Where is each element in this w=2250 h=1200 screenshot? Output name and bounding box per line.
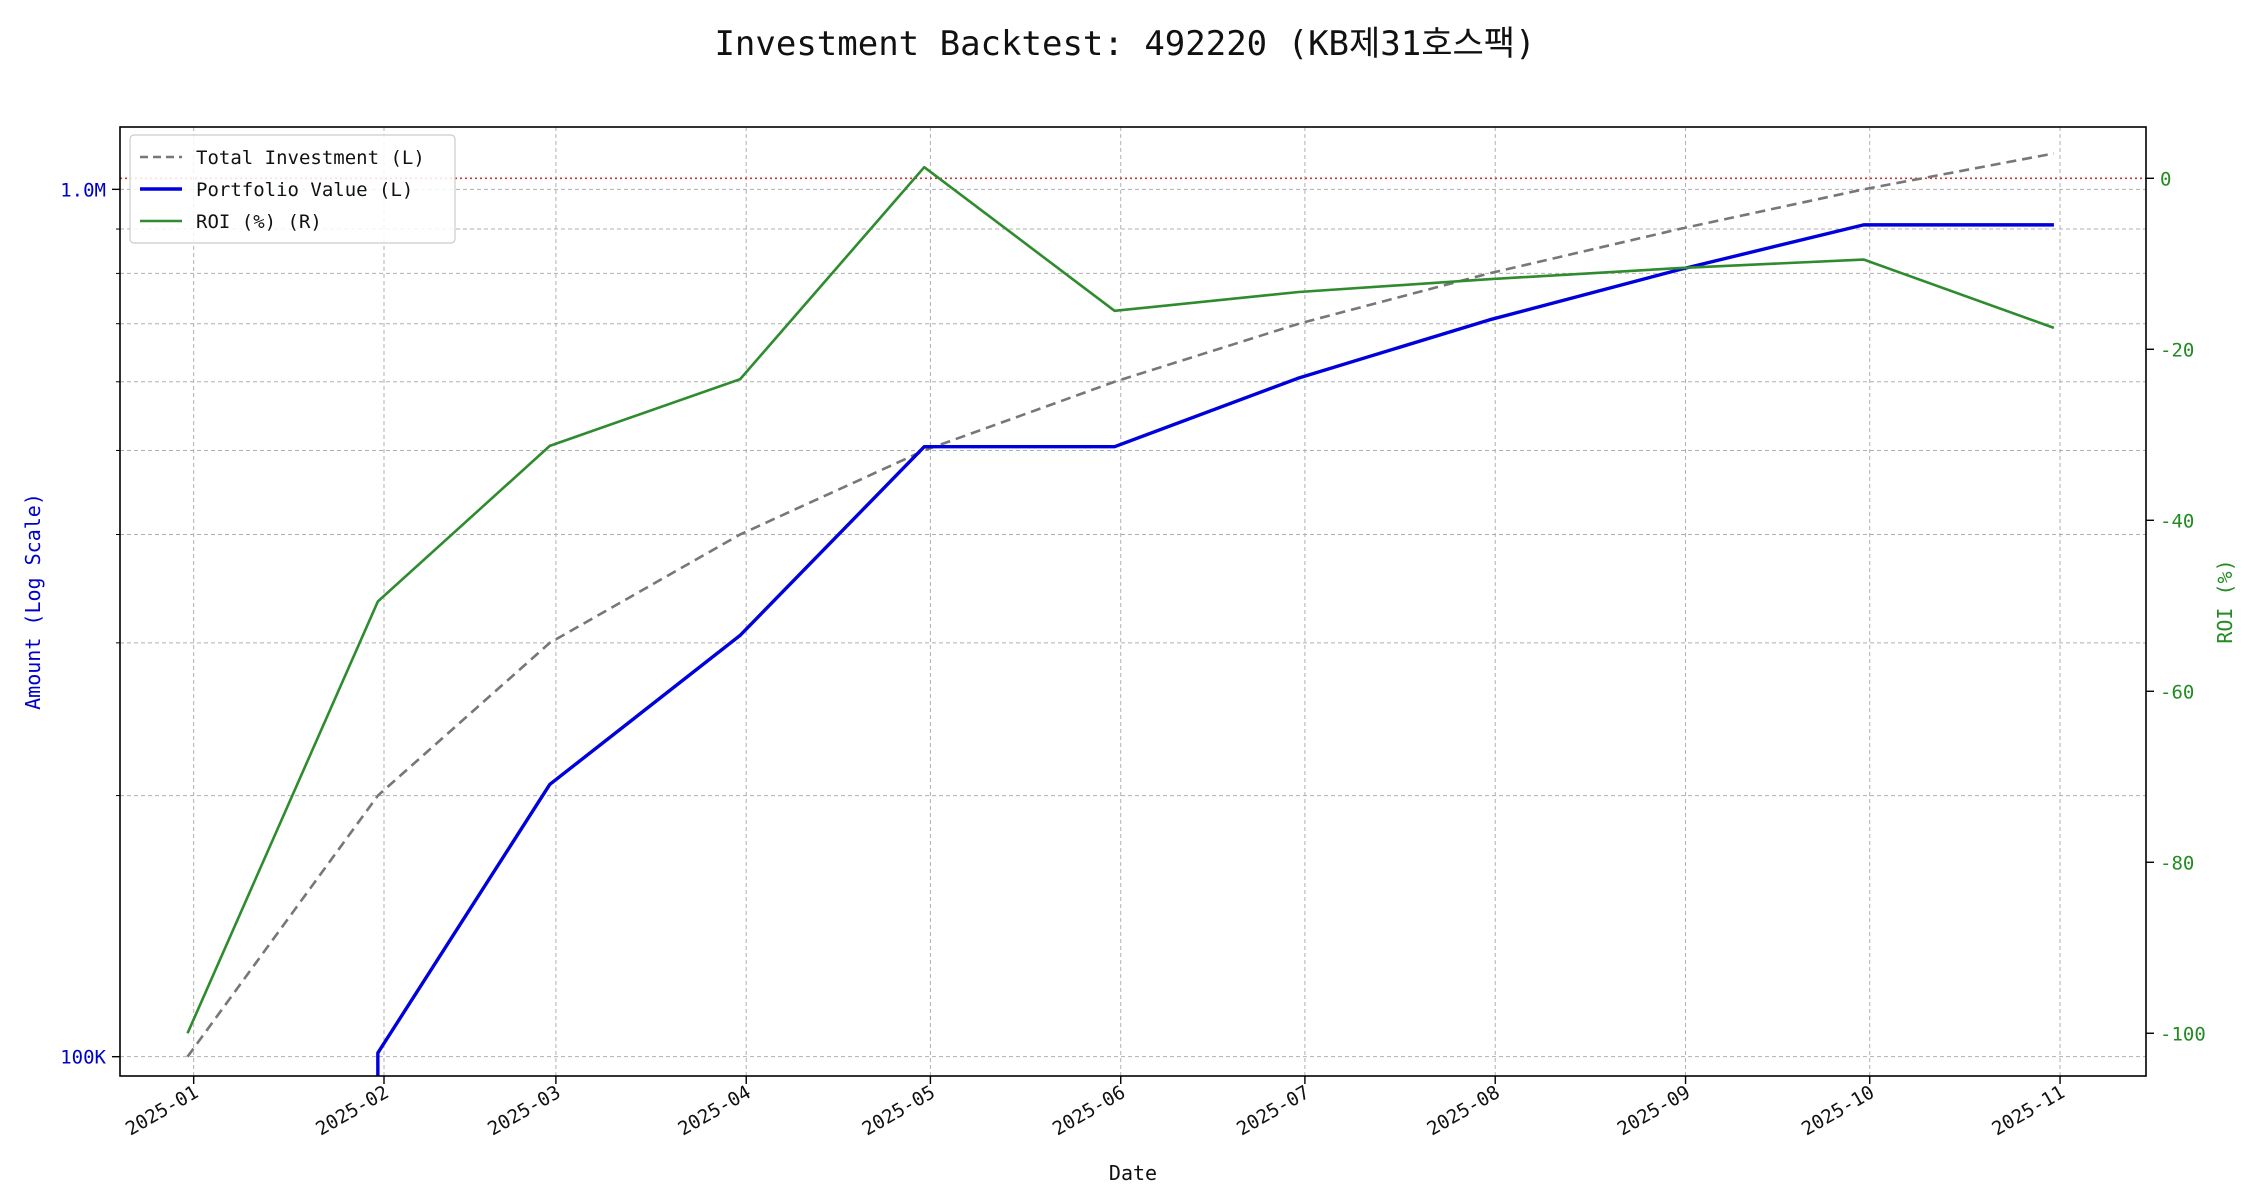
y-right-tick-label: -100	[2160, 1023, 2206, 1045]
x-tick-label: 2025-08	[1423, 1081, 1503, 1140]
x-tick-label: 2025-09	[1614, 1081, 1694, 1140]
y-left-axis-title: Amount (Log Scale)	[21, 493, 45, 710]
x-tick-label: 2025-10	[1798, 1081, 1878, 1140]
legend: Total Investment (L) Portfolio Value (L) R…	[129, 134, 456, 244]
series-line-1	[376, 223, 2054, 1076]
y-right-axis-title: ROI (%)	[2213, 559, 2237, 643]
x-tick-label: 2025-02	[312, 1081, 392, 1140]
x-tick-label: 2025-03	[484, 1081, 564, 1140]
x-tick-label: 2025-04	[674, 1081, 754, 1140]
legend-label: ROI (%) (R)	[196, 211, 322, 233]
grid-layer	[120, 127, 2146, 1076]
y-right-tick-label: -20	[2160, 339, 2194, 361]
x-tick-label: 2025-05	[859, 1081, 939, 1140]
series-line-2	[186, 165, 2055, 1034]
legend-label: Portfolio Value (L)	[196, 179, 413, 201]
plot-frame	[119, 126, 2147, 1077]
y-right-tick-label: -80	[2160, 852, 2194, 874]
y-right-tick-label: -60	[2160, 681, 2194, 703]
x-tick-label: 2025-07	[1233, 1081, 1313, 1140]
x-tick-label: 2025-11	[1988, 1081, 2068, 1140]
y-left-tick-label: 1.0M	[60, 179, 106, 201]
legend-label: Total Investment (L)	[196, 147, 425, 169]
series-layer	[186, 152, 2055, 1076]
legend-box	[129, 134, 456, 244]
chart-title: Investment Backtest: 492220 (KB제31호스팩)	[714, 24, 1536, 64]
axis-layer: 2025-01 2025-02 2025-03 2025-04 2025-05 2025-…	[21, 168, 2237, 1185]
series-line-0	[186, 152, 2055, 1058]
y-right-tick-label: -40	[2160, 510, 2194, 532]
y-right-tick-label: 0	[2160, 168, 2171, 190]
x-tick-label: 2025-01	[122, 1081, 202, 1140]
x-axis-title: Date	[1109, 1161, 1157, 1185]
y-left-tick-label: 100K	[60, 1047, 106, 1069]
x-tick-label: 2025-06	[1049, 1081, 1129, 1140]
